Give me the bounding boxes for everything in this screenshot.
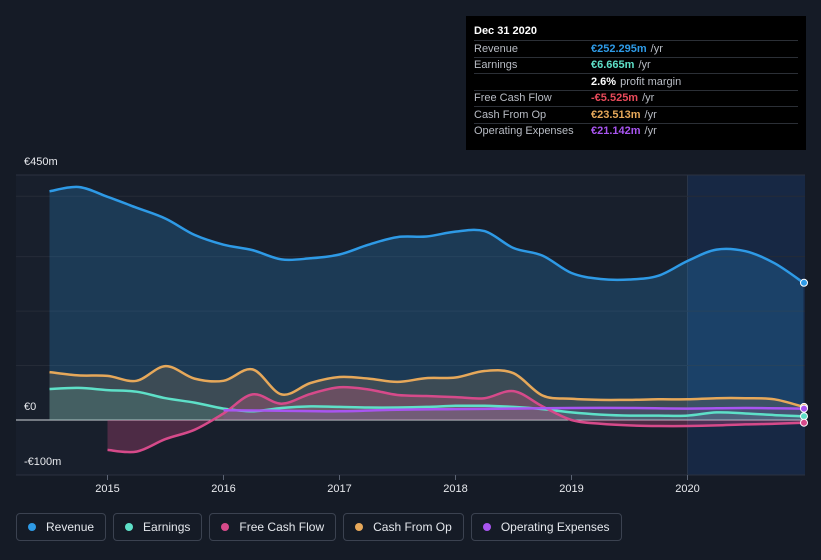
legend-label: Free Cash Flow [239,520,325,534]
area-earnings [49,387,804,420]
tooltip-row-value: -€5.525m [591,92,639,105]
tooltip-row-unit: /yr [638,59,651,72]
tooltip-row-value: €21.142m [591,125,641,138]
tooltip-row-unit: /yr [650,42,663,55]
legend-item-operating-expenses[interactable]: Operating Expenses [470,513,622,541]
tooltip-row-value: €252.295m [591,42,647,55]
legend-item-earnings[interactable]: Earnings [113,513,203,541]
legend-dot-icon [221,523,230,531]
legend-dot-icon [355,523,364,531]
x-tick-label: 2018 [443,483,467,495]
area-cash-from-op [49,366,804,420]
x-tick-label: 2015 [95,483,119,495]
legend-dot-icon [125,523,134,531]
end-marker-revenue [800,278,808,287]
series-lines [49,185,805,454]
series-end-markers [800,278,808,427]
end-marker-earnings [800,412,808,421]
line-free-cash-flow [107,385,804,454]
plot-background [16,175,805,475]
x-tick-label: 2016 [211,483,235,495]
y-tick-label-neg100: -€100m [24,456,62,468]
tooltip-row-value: 2.6% [591,75,617,88]
legend-label: Cash From Op [373,520,452,534]
tooltip-row: Earnings €6.665m/yr [474,56,798,74]
tooltip-row-label: Free Cash Flow [474,92,552,105]
x-tick-label: 2017 [327,483,351,495]
legend-item-free-cash-flow[interactable]: Free Cash Flow [209,513,337,541]
end-marker-free-cash-flow [800,418,808,427]
tooltip-row-label: Cash From Op [474,108,547,121]
y-tick-label-0: €0 [24,401,37,413]
line-revenue [49,185,805,284]
line-earnings [49,386,804,418]
tooltip-row-label: Earnings [474,59,518,72]
legend-dot-icon [28,523,36,531]
x-tick-label: 2019 [559,483,583,495]
tooltip-row-label: Revenue [474,42,519,55]
line-cash-from-op [49,364,804,409]
tooltip-row-unit: /yr [642,92,655,105]
area-revenue [49,186,804,420]
y-tick-label-450: €450m [24,156,58,168]
tooltip-row-unit: /yr [644,108,657,121]
area-free-cash-flow [107,387,804,453]
tooltip-row-value: €23.513m [591,108,641,121]
legend-label: Earnings [143,520,191,534]
tooltip-row: Free Cash Flow -€5.525m/yr [474,89,798,107]
end-marker-operating-expenses [800,404,808,413]
legend: Revenue Earnings Free Cash Flow Cash From O… [16,513,622,543]
tooltip-date: Dec 31 2020 [474,25,537,37]
tooltip-row: Operating Expenses €21.142m/yr [474,122,798,140]
tooltip: Dec 31 2020 Revenue €252.295m/yr Earnings €… [466,16,806,150]
legend-label: Operating Expenses [500,520,610,534]
x-axis-ticks: 2015 2016 2017 2018 2019 2020 [95,475,700,495]
tooltip-row: 2.6% profit margin [474,73,798,90]
tooltip-row-value: €6.665m [591,59,635,72]
tooltip-row: Revenue €252.295m/yr [474,40,798,57]
tooltip-row: Cash From Op €23.513m/yr [474,106,798,123]
legend-item-revenue[interactable]: Revenue [16,513,107,541]
legend-item-cash-from-op[interactable]: Cash From Op [343,513,464,541]
legend-label: Revenue [46,520,95,534]
tooltip-row-unit: /yr [644,125,657,138]
gridlines [16,174,805,476]
tooltip-row-unit: profit margin [620,75,682,88]
tooltip-row-label: Operating Expenses [474,125,574,138]
line-operating-expenses [223,406,804,413]
legend-dot-icon [482,523,491,531]
x-tick-label: 2020 [675,483,699,495]
